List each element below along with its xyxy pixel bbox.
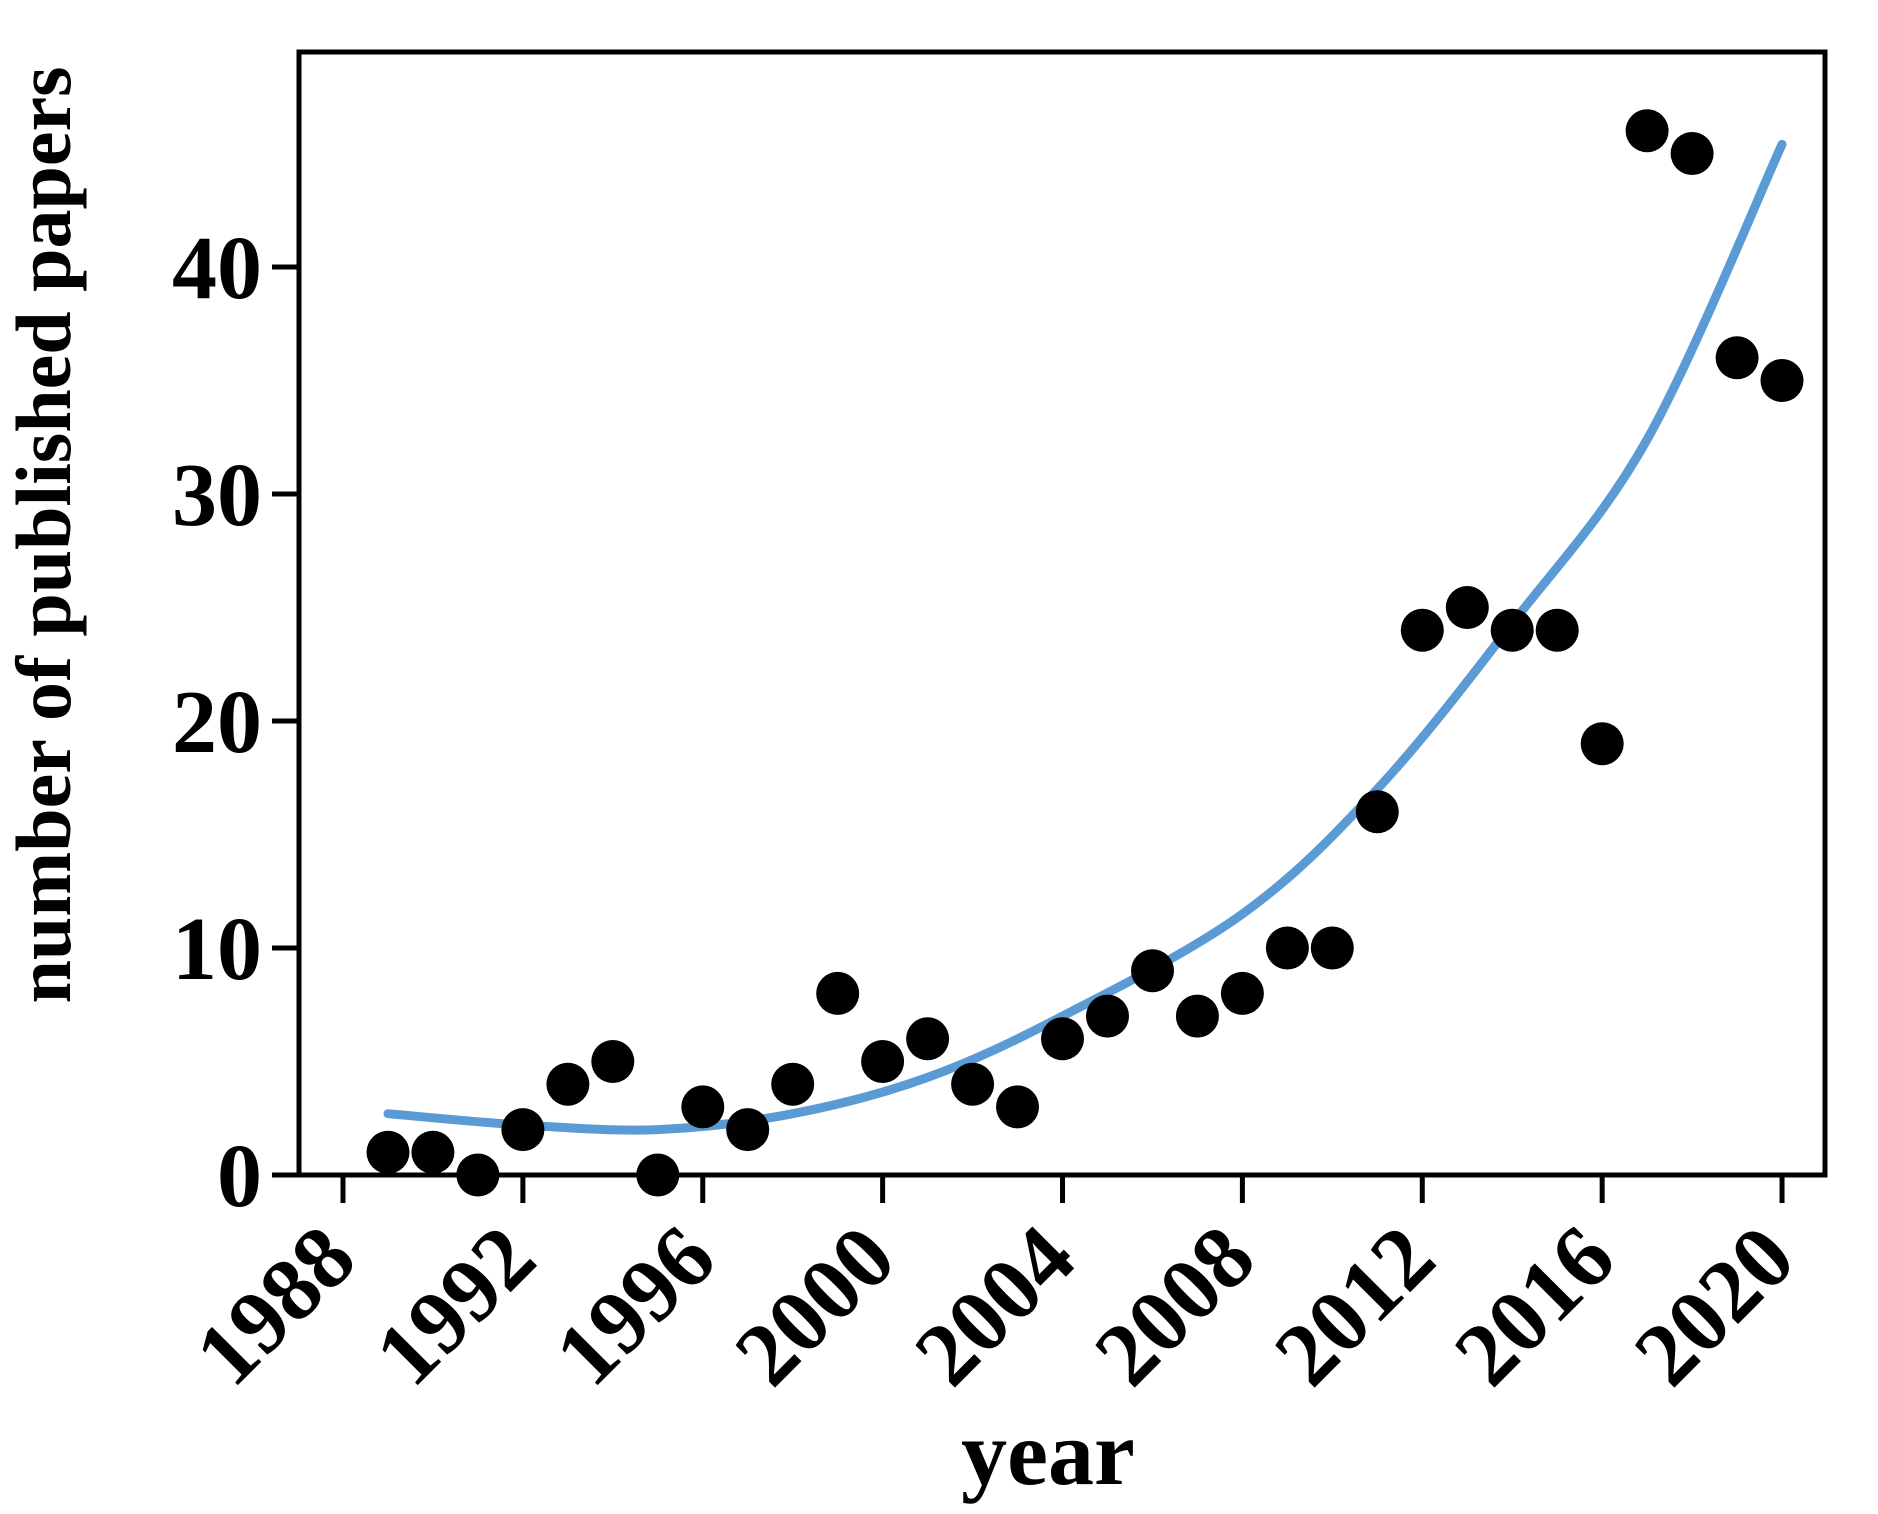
y-tick-label-40: 40 bbox=[172, 219, 262, 318]
y-axis-ticks: 0 10 20 30 40 bbox=[172, 219, 299, 1226]
data-point-2013 bbox=[1445, 586, 1489, 629]
y-tick-label-30: 30 bbox=[172, 446, 262, 545]
data-point-2014 bbox=[1490, 608, 1534, 652]
data-point-2009 bbox=[1265, 926, 1309, 970]
x-tick-label-2008: 2008 bbox=[1076, 1207, 1273, 1404]
x-tick-label-2004: 2004 bbox=[896, 1207, 1093, 1404]
x-tick-label-1996: 1996 bbox=[537, 1207, 734, 1404]
y-tick-label-0: 0 bbox=[217, 1127, 262, 1226]
x-tick-label-1988: 1988 bbox=[177, 1207, 374, 1404]
data-point-1999 bbox=[816, 971, 860, 1015]
data-point-2020 bbox=[1760, 359, 1804, 402]
data-point-2004 bbox=[1041, 1017, 1084, 1061]
data-point-2002 bbox=[951, 1062, 995, 1106]
data-point-2007 bbox=[1175, 994, 1219, 1038]
data-points-group bbox=[366, 109, 1804, 1197]
x-tick-label-2016: 2016 bbox=[1436, 1207, 1633, 1404]
y-axis-label: number of published papers bbox=[0, 67, 87, 1004]
data-point-1990 bbox=[411, 1130, 455, 1174]
data-point-2001 bbox=[906, 1017, 950, 1061]
plot-border bbox=[296, 49, 1828, 1178]
data-point-1989 bbox=[366, 1130, 410, 1174]
data-point-2017 bbox=[1625, 109, 1669, 153]
y-tick-label-10: 10 bbox=[172, 900, 262, 999]
x-tick-label-1992: 1992 bbox=[357, 1207, 554, 1404]
data-point-1992 bbox=[501, 1108, 545, 1152]
data-point-1997 bbox=[726, 1108, 770, 1152]
data-point-1998 bbox=[771, 1062, 815, 1106]
data-point-2011 bbox=[1355, 790, 1399, 834]
x-tick-label-2000: 2000 bbox=[716, 1207, 913, 1404]
data-point-2016 bbox=[1580, 722, 1624, 766]
data-point-1993 bbox=[546, 1062, 590, 1106]
data-point-2008 bbox=[1220, 971, 1264, 1015]
data-point-2005 bbox=[1086, 994, 1129, 1038]
data-point-1991 bbox=[456, 1153, 500, 1197]
data-point-2019 bbox=[1715, 336, 1759, 380]
y-tick-label-20: 20 bbox=[172, 673, 262, 772]
data-point-2012 bbox=[1400, 608, 1444, 652]
data-point-2006 bbox=[1131, 949, 1174, 993]
x-tick-label-2012: 2012 bbox=[1256, 1207, 1453, 1404]
data-point-1994 bbox=[591, 1040, 635, 1083]
data-point-2010 bbox=[1310, 926, 1354, 970]
x-axis-label: year bbox=[961, 1402, 1135, 1504]
data-point-2018 bbox=[1670, 132, 1714, 175]
data-point-2000 bbox=[861, 1040, 905, 1083]
data-point-1995 bbox=[636, 1153, 680, 1197]
data-point-2015 bbox=[1535, 608, 1579, 652]
data-point-2003 bbox=[996, 1085, 1039, 1129]
x-tick-label-2020: 2020 bbox=[1616, 1207, 1813, 1404]
data-point-1996 bbox=[681, 1085, 725, 1129]
